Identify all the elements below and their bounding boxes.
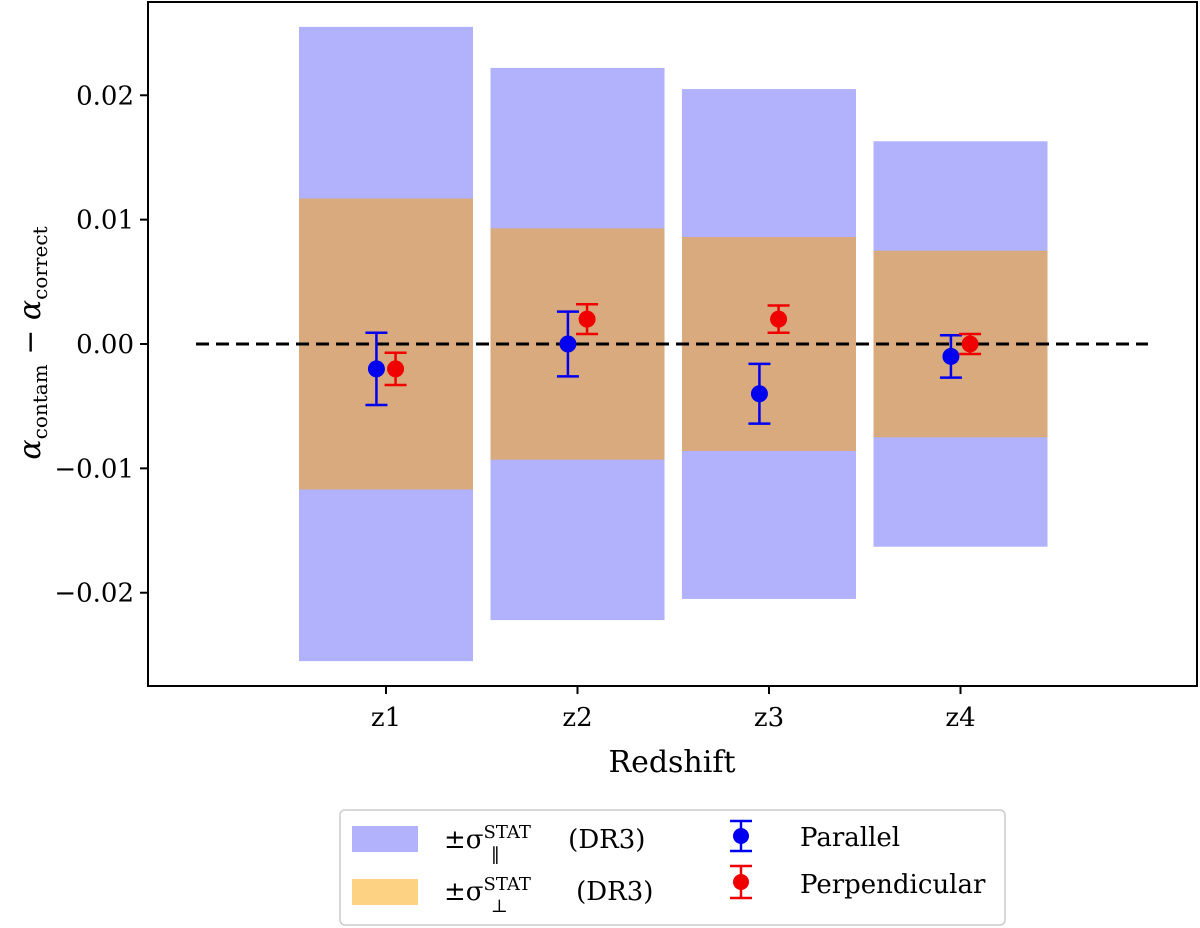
legend-label-perpendicular: Perpendicular — [800, 870, 986, 900]
y-tick-label: 0.00 — [76, 330, 134, 360]
legend: ±σSTAT ‖ (DR3) ±σSTAT ⊥ (DR3) Parallel Per… — [339, 809, 1006, 926]
y-tick-label: −0.01 — [54, 454, 134, 484]
x-tick-label: z1 — [371, 703, 401, 733]
y-tick-label: 0.02 — [76, 81, 134, 111]
legend-label-perp-band: ±σSTAT ⊥ (DR3) — [444, 874, 653, 917]
point-perpendicular-z3 — [767, 304, 790, 335]
point-parallel-z4 — [939, 334, 962, 379]
bands-layer — [299, 26, 1048, 662]
point-perpendicular-z2 — [576, 302, 599, 336]
y-tick-label: −0.02 — [54, 579, 134, 609]
data-marker — [770, 310, 788, 328]
data-marker — [559, 335, 577, 353]
x-tick-label: z4 — [945, 703, 975, 733]
point-parallel-z3 — [748, 362, 771, 425]
data-marker — [578, 310, 596, 328]
x-tick-label: z2 — [562, 703, 592, 733]
legend-marker-parallel — [730, 819, 752, 853]
point-parallel-z2 — [556, 310, 579, 378]
data-marker — [942, 347, 960, 365]
data-marker — [367, 360, 385, 378]
data-marker — [750, 385, 768, 403]
legend-swatch-parallel-band — [352, 826, 418, 852]
axes-layer: −0.02 −0.01 0.00 0.01 0.02 z1 z2 z3 z4 — [54, 81, 975, 733]
x-axis-label: Redshift — [608, 745, 735, 780]
data-marker — [387, 360, 405, 378]
legend-frame — [339, 809, 1006, 926]
legend-label-parallel: Parallel — [800, 823, 900, 853]
legend-label-parallel-band: ±σSTAT ‖ (DR3) — [444, 822, 645, 865]
x-tick-label: z3 — [754, 703, 784, 733]
data-marker — [961, 335, 979, 353]
points-layer — [365, 302, 982, 425]
legend-marker-perpendicular — [730, 864, 752, 900]
point-perpendicular-z4 — [959, 332, 982, 356]
legend-swatch-perp-band — [352, 879, 418, 905]
y-axis-label: αcontam − αcorrect — [13, 226, 52, 459]
point-parallel-z1 — [365, 331, 388, 407]
y-tick-label: 0.01 — [76, 206, 134, 236]
point-perpendicular-z1 — [384, 351, 407, 387]
